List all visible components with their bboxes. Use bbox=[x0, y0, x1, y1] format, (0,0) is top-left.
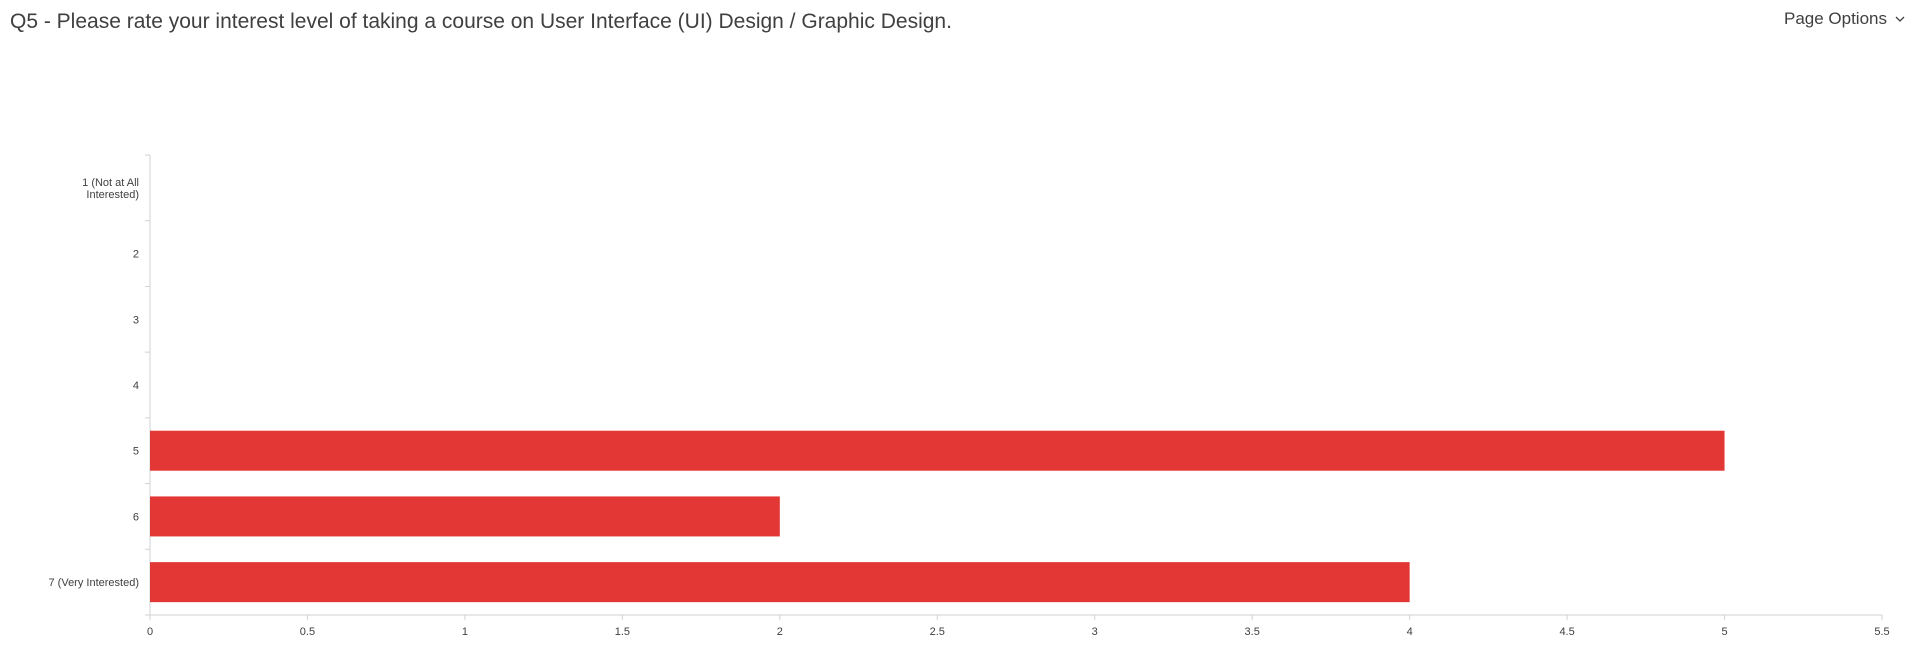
page-options-button[interactable]: Page Options bbox=[1784, 9, 1905, 29]
bar bbox=[150, 562, 1410, 603]
category-label: 2 bbox=[133, 249, 139, 261]
x-tick-label: 4.5 bbox=[1559, 626, 1574, 638]
x-tick-label: 4 bbox=[1407, 626, 1413, 638]
x-tick-label: 2.5 bbox=[930, 626, 945, 638]
x-tick-label: 3.5 bbox=[1245, 626, 1260, 638]
bar bbox=[150, 430, 1725, 471]
x-tick-label: 1 bbox=[462, 626, 468, 638]
page-options-label: Page Options bbox=[1783, 9, 1887, 28]
x-tick-label: 0 bbox=[147, 626, 153, 638]
category-label: 6 bbox=[133, 511, 139, 523]
x-tick-label: 5.5 bbox=[1874, 626, 1889, 638]
x-tick-label: 3 bbox=[1092, 626, 1098, 638]
x-tick-label: 2 bbox=[777, 626, 783, 638]
chevron-down-icon bbox=[1895, 16, 1905, 22]
x-tick-label: 5 bbox=[1721, 626, 1727, 638]
category-label: 3 bbox=[133, 314, 139, 326]
x-tick-label: 0.5 bbox=[300, 626, 315, 638]
category-label: 7 (Very Interested) bbox=[49, 577, 140, 589]
bar bbox=[150, 496, 780, 537]
question-title: Q5 - Please rate your interest level of … bbox=[10, 10, 952, 33]
category-label: 1 (Not at All Interested) bbox=[82, 177, 139, 201]
x-tick-label: 1.5 bbox=[615, 626, 630, 638]
category-label: 4 bbox=[133, 380, 139, 392]
category-label: 5 bbox=[133, 446, 139, 458]
